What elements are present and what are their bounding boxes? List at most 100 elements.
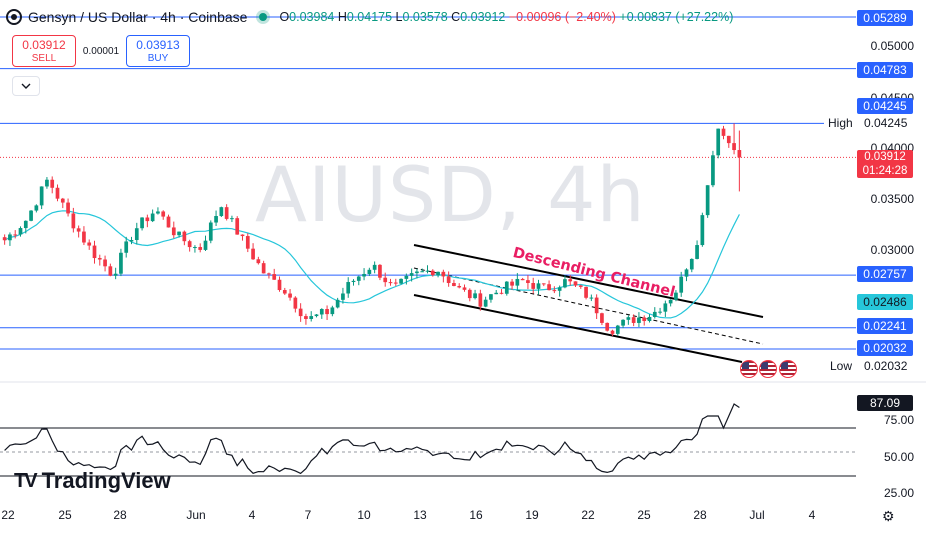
candle-body — [393, 282, 398, 284]
candle-body — [245, 236, 250, 249]
level-tag[interactable]: 0.05289 — [857, 10, 913, 26]
candle-body — [436, 271, 440, 276]
candle-body — [171, 227, 176, 236]
low-value: 0.03578 — [402, 10, 448, 24]
candle-body — [82, 231, 86, 243]
candle-body — [240, 234, 245, 237]
candle-body — [182, 231, 187, 242]
candle-body — [2, 237, 7, 241]
candle-body — [372, 264, 377, 270]
candle-body — [314, 314, 319, 317]
candle-body — [726, 135, 731, 144]
candle-body — [499, 292, 504, 294]
candle-body — [145, 217, 150, 222]
sell-price: 0.03912 — [22, 38, 66, 52]
candle-body — [309, 316, 314, 319]
current-price-tag[interactable]: 0.03912 01:24:28 — [857, 150, 913, 178]
candle-body — [219, 207, 224, 217]
symbol-title[interactable]: Gensyn / US Dollar · 4h · Coinbase — [28, 9, 248, 25]
candle-body — [124, 241, 129, 253]
current-price: 0.03912 — [864, 151, 906, 163]
candle-body — [55, 187, 60, 199]
collapse-legend-button[interactable] — [12, 76, 40, 96]
gensyn-logo-icon — [6, 9, 22, 25]
tradingview-logo[interactable]: TV TradingView — [14, 468, 171, 494]
candle-body — [230, 218, 234, 220]
trade-panel: 0.03912 SELL 0.00001 0.03913 BUY — [12, 35, 190, 67]
candle-body — [689, 258, 694, 270]
us-event-flag-icon[interactable] — [740, 360, 758, 378]
sell-label: SELL — [31, 53, 57, 64]
level-tag[interactable]: 0.02241 — [857, 318, 913, 334]
candle-body — [547, 284, 551, 291]
candle-body — [34, 205, 39, 211]
candle-body — [341, 293, 345, 300]
candle-body — [626, 317, 631, 320]
candle-body — [50, 179, 55, 188]
low-value-label: 0.02032 — [860, 359, 912, 373]
us-event-flag-icon[interactable] — [759, 360, 777, 378]
chevron-down-icon — [21, 83, 31, 89]
candle-body — [531, 283, 536, 289]
open-value: 0.03984 — [289, 10, 335, 24]
candle-body — [129, 240, 134, 242]
price-tick: 0.03500 — [870, 192, 914, 206]
us-event-flag-icon[interactable] — [779, 360, 797, 378]
time-tick: 4 — [248, 508, 256, 522]
rsi-value-tag[interactable]: 87.09 — [857, 395, 913, 411]
level-tag[interactable]: 0.04245 — [857, 98, 913, 114]
candle-body — [684, 269, 689, 277]
rsi-tick: 50.00 — [883, 450, 914, 464]
candle-body — [631, 317, 636, 323]
settings-gear-icon[interactable]: ⚙ — [882, 508, 895, 524]
time-tick: 22 — [1, 508, 15, 522]
candle-body — [76, 228, 81, 232]
candle-body — [557, 287, 562, 291]
buy-button[interactable]: 0.03913 BUY — [126, 35, 190, 67]
candle-body — [267, 273, 271, 275]
candle-body — [367, 269, 372, 274]
candle-body — [668, 299, 673, 304]
candle-body — [663, 303, 668, 312]
candle-body — [589, 297, 594, 299]
candle-body — [166, 216, 171, 228]
candle-body — [711, 155, 715, 186]
candle-body — [87, 242, 92, 246]
candle-body — [288, 293, 292, 298]
high-label: High — [824, 116, 857, 130]
level-tag[interactable]: 0.02757 — [857, 266, 913, 282]
candle-body — [45, 179, 49, 187]
high-value: 0.04175 — [346, 10, 393, 24]
time-tick: 25 — [637, 508, 651, 522]
candle-body — [282, 290, 287, 294]
high-value-label: 0.04245 — [860, 116, 912, 130]
time-tick: Jul — [749, 508, 765, 522]
candle-body — [462, 287, 467, 290]
candle-body — [489, 294, 493, 300]
rsi-line — [4, 403, 740, 475]
candle-body — [224, 207, 229, 219]
candle-body — [695, 245, 699, 259]
time-tick: 13 — [413, 508, 427, 522]
candle-body — [23, 220, 28, 229]
market-open-icon — [259, 13, 268, 21]
ma-value-tag[interactable]: 0.02486 — [857, 294, 913, 310]
sell-button[interactable]: 0.03912 SELL — [12, 35, 76, 67]
candle-body — [293, 297, 298, 309]
level-tag[interactable]: 0.04783 — [857, 62, 913, 78]
candle-body — [430, 270, 435, 276]
candle-body — [478, 293, 483, 307]
candle-body — [256, 259, 261, 264]
candle-body — [568, 279, 573, 282]
candle-body — [483, 299, 488, 307]
level-tag[interactable]: 0.02032 — [857, 340, 913, 356]
channel-lower-line — [413, 294, 743, 363]
candle-body — [140, 217, 144, 229]
time-tick: 25 — [58, 508, 72, 522]
low-label: Low — [826, 359, 857, 373]
candle-body — [39, 186, 44, 206]
candle-body — [473, 293, 477, 299]
candle-body — [578, 285, 583, 287]
channel-mid-line — [413, 267, 764, 345]
